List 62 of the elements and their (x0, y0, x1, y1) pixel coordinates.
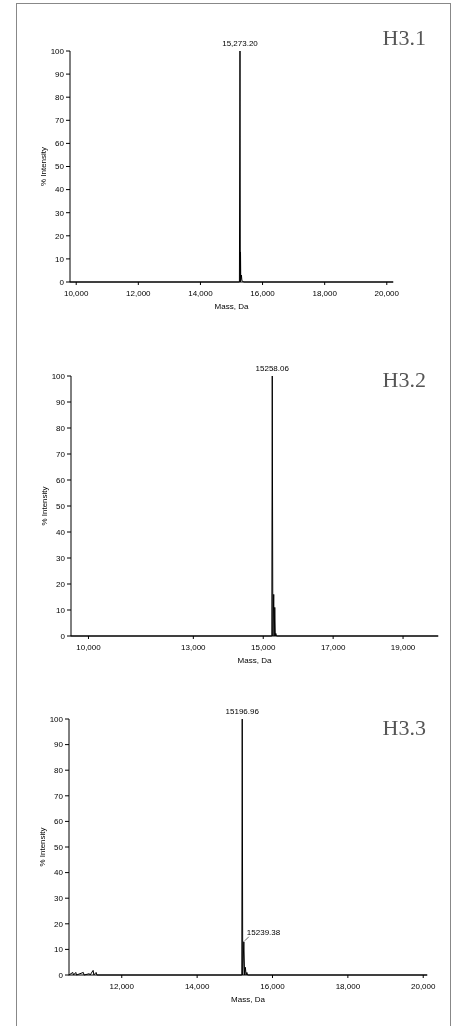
y-tick-label: 90 (55, 69, 65, 79)
y-tick-label: 40 (56, 527, 66, 537)
x-axis-title: Mass, Da (231, 995, 266, 1004)
y-tick-label: 20 (54, 919, 64, 929)
x-tick-label: 16,000 (250, 289, 276, 298)
y-tick-label: 100 (51, 371, 66, 381)
y-tick-label: 80 (56, 423, 66, 433)
x-tick-label: 18,000 (312, 289, 338, 298)
y-tick-label: 10 (54, 945, 64, 955)
x-tick-label: 18,000 (335, 982, 361, 991)
x-tick-label: 19,000 (390, 643, 416, 652)
y-axis-title: % Intensity (40, 486, 49, 526)
x-tick-label: 16,000 (260, 982, 286, 991)
x-tick-label: 14,000 (188, 289, 214, 298)
y-tick-label: 50 (56, 501, 66, 511)
y-tick-label: 100 (49, 714, 64, 724)
y-tick-label: 20 (56, 579, 66, 589)
y-tick-label: 0 (59, 277, 65, 287)
annotation: 15239.38 (246, 927, 281, 937)
x-tick-label: 12,000 (109, 982, 135, 991)
chart-title: H3.1 (382, 25, 426, 50)
x-tick-label: 12,000 (126, 289, 152, 298)
annotation: 15196.96 (225, 707, 260, 716)
annotation: 15,273.20 (222, 39, 259, 48)
y-tick-label: 90 (54, 740, 64, 750)
x-tick-label: 10,000 (63, 289, 89, 298)
y-tick-label: 0 (60, 631, 66, 641)
annotation: 15258.06 (255, 364, 290, 373)
x-tick-label: 13,000 (181, 643, 207, 652)
y-tick-label: 60 (54, 817, 64, 827)
x-tick-label: 10,000 (76, 643, 102, 652)
x-tick-label: 15,000 (251, 643, 277, 652)
y-tick-label: 70 (56, 449, 66, 459)
y-tick-label: 50 (55, 162, 65, 172)
y-tick-label: 100 (50, 46, 65, 56)
y-tick-label: 20 (55, 231, 65, 241)
y-tick-label: 60 (55, 139, 65, 149)
y-tick-label: 30 (56, 553, 66, 563)
x-tick-label: 17,000 (320, 643, 346, 652)
y-tick-label: 0 (58, 970, 64, 980)
y-tick-label: 30 (55, 208, 65, 218)
x-tick-label: 20,000 (374, 289, 400, 298)
y-tick-label: 30 (54, 894, 64, 903)
y-tick-label: 40 (55, 185, 65, 195)
y-tick-label: 80 (55, 93, 65, 102)
x-tick-label: 14,000 (184, 982, 210, 991)
y-tick-label: 40 (54, 868, 64, 878)
y-tick-label: 10 (55, 254, 65, 264)
y-axis-title: % Intensity (39, 146, 48, 187)
chart-title: H3.3 (382, 715, 426, 740)
y-tick-label: 50 (54, 842, 64, 852)
x-axis-title: Mass, Da (214, 302, 249, 311)
y-tick-label: 70 (54, 791, 64, 801)
y-tick-label: 10 (56, 605, 66, 615)
x-tick-label: 20,000 (411, 982, 437, 991)
y-tick-label: 60 (56, 475, 66, 485)
y-tick-label: 90 (56, 397, 66, 407)
chart-title: H3.2 (382, 367, 426, 392)
y-tick-label: 70 (55, 116, 65, 126)
x-axis-title: Mass, Da (237, 656, 272, 665)
y-axis-title: % Intensity (38, 827, 47, 867)
y-tick-label: 80 (54, 766, 64, 775)
